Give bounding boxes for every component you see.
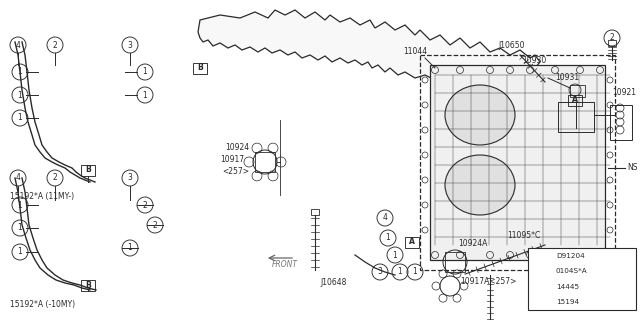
Text: 15192*A (-10MY): 15192*A (-10MY) (10, 300, 75, 309)
Text: 4: 4 (383, 213, 387, 222)
Text: 15194: 15194 (556, 299, 579, 305)
Text: 2: 2 (610, 34, 614, 43)
Text: NS: NS (627, 164, 637, 172)
Text: 4: 4 (538, 299, 542, 305)
Text: 1: 1 (18, 68, 22, 76)
Text: 2: 2 (143, 201, 147, 210)
Bar (445, 252, 465, 272)
Bar (405, 236, 419, 247)
Text: 11095*C: 11095*C (507, 231, 540, 240)
Text: FRONT: FRONT (272, 260, 298, 269)
Text: <257>: <257> (222, 167, 249, 177)
Text: 3: 3 (538, 284, 542, 290)
Bar (608, 40, 616, 46)
Bar (558, 102, 594, 132)
Text: 2: 2 (52, 173, 58, 182)
Text: 15192*A (11MY-): 15192*A (11MY-) (10, 193, 74, 202)
Text: 10917: 10917 (220, 156, 244, 164)
Text: 1: 1 (386, 234, 390, 243)
Text: 2: 2 (152, 220, 157, 229)
Text: 11044: 11044 (403, 47, 427, 56)
Bar (311, 209, 319, 215)
Text: 1: 1 (18, 91, 22, 100)
Text: 3: 3 (378, 268, 383, 276)
Text: 14445: 14445 (556, 284, 579, 290)
Bar (193, 62, 207, 74)
Text: 1: 1 (127, 244, 132, 252)
Bar (255, 152, 275, 172)
Text: A: A (572, 95, 578, 105)
Text: 10917A<257>: 10917A<257> (460, 277, 516, 286)
Text: 10921: 10921 (612, 88, 636, 97)
Bar (420, 55, 615, 270)
Text: B: B (85, 165, 91, 174)
Text: 3: 3 (127, 173, 132, 182)
Text: 1: 1 (397, 268, 403, 276)
Text: B: B (85, 281, 91, 290)
Text: 10924: 10924 (225, 143, 249, 153)
Text: 1: 1 (143, 68, 147, 76)
Text: 3: 3 (127, 41, 132, 50)
Text: 2: 2 (538, 268, 542, 274)
Bar (528, 248, 636, 310)
Bar (81, 279, 95, 291)
Ellipse shape (445, 85, 515, 145)
Text: 1: 1 (538, 253, 542, 259)
Text: 1: 1 (413, 268, 417, 276)
Text: 10924A: 10924A (458, 239, 488, 248)
Text: 1: 1 (392, 251, 397, 260)
Text: 2: 2 (52, 41, 58, 50)
Text: B: B (197, 63, 203, 73)
Bar (568, 94, 582, 106)
Text: 1: 1 (143, 91, 147, 100)
Text: 1: 1 (18, 114, 22, 123)
Bar (430, 65, 605, 260)
Text: 1: 1 (18, 223, 22, 233)
Text: D91204: D91204 (556, 253, 585, 259)
Text: 4: 4 (15, 41, 20, 50)
Ellipse shape (445, 155, 515, 215)
Text: A: A (409, 237, 415, 246)
Text: J10650: J10650 (498, 41, 525, 50)
Bar (81, 164, 95, 175)
Text: J10648: J10648 (320, 278, 346, 287)
Bar (570, 85, 585, 97)
Text: 1: 1 (18, 247, 22, 257)
Text: 1: 1 (18, 201, 22, 210)
Text: 10931: 10931 (555, 73, 579, 82)
Text: 0104S*A: 0104S*A (556, 268, 588, 274)
Text: 10930: 10930 (522, 56, 547, 65)
Bar (610, 105, 632, 140)
Polygon shape (198, 10, 540, 83)
Text: 4: 4 (15, 173, 20, 182)
